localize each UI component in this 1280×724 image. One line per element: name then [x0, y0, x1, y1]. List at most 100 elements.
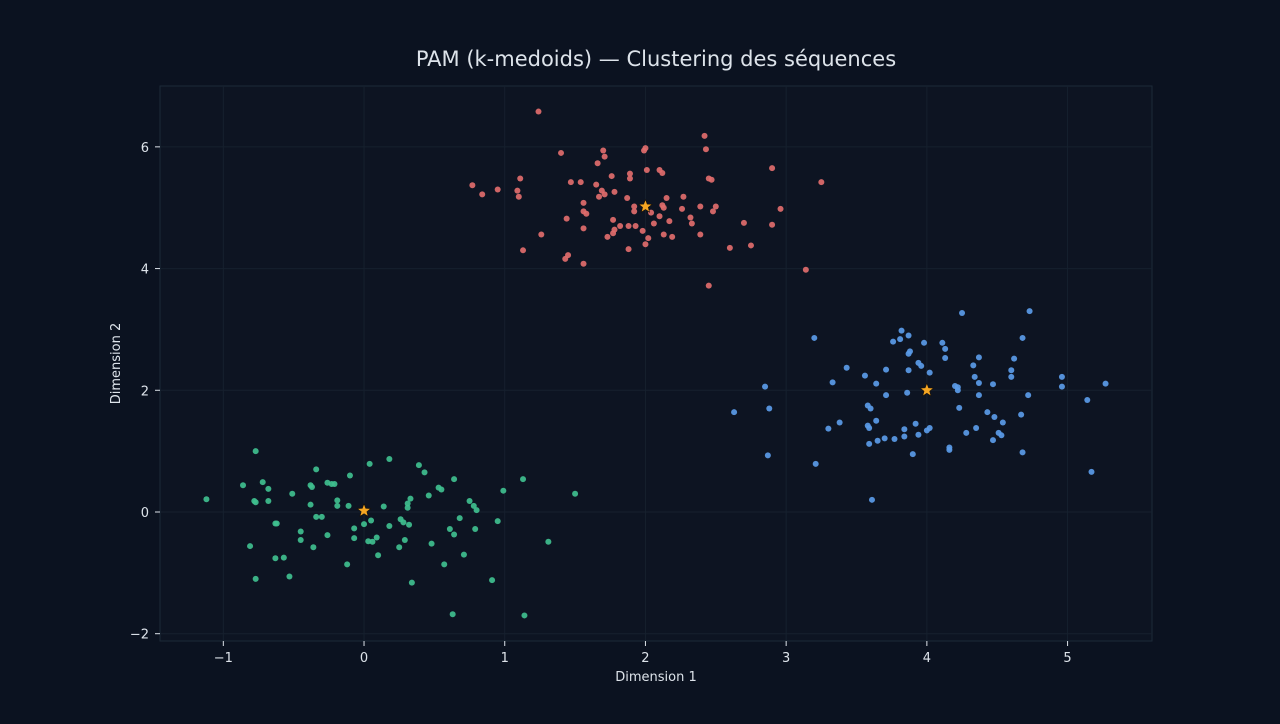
data-point — [679, 205, 686, 212]
data-point — [712, 203, 719, 210]
y-tick-label: 4 — [141, 263, 149, 278]
data-point — [580, 260, 587, 267]
data-point — [643, 166, 650, 173]
data-point — [1025, 392, 1032, 399]
data-point — [812, 460, 819, 467]
data-point — [818, 179, 825, 186]
data-point — [272, 555, 279, 562]
data-point — [660, 231, 667, 238]
data-point — [441, 561, 448, 568]
medoid-star — [637, 198, 653, 213]
data-point — [975, 392, 982, 399]
data-point — [456, 515, 463, 522]
y-tick-label: −2 — [130, 628, 149, 643]
data-point — [577, 179, 584, 186]
data-point — [942, 345, 949, 352]
y-tick-label: 0 — [141, 506, 149, 521]
data-point — [890, 338, 897, 345]
data-point — [611, 188, 618, 195]
data-point — [1058, 373, 1065, 380]
data-point — [324, 532, 331, 539]
data-point — [406, 521, 413, 528]
medoid-star — [356, 502, 372, 518]
data-point — [563, 215, 570, 222]
data-point — [866, 425, 873, 432]
data-point — [252, 499, 259, 506]
data-point — [489, 577, 496, 584]
data-point — [688, 220, 695, 227]
data-point — [867, 405, 874, 412]
data-point — [989, 381, 996, 388]
data-point — [331, 480, 338, 487]
data-point — [472, 526, 479, 533]
data-point — [1088, 468, 1095, 475]
data-point — [297, 528, 304, 535]
data-point — [610, 216, 617, 223]
data-point — [769, 221, 776, 228]
data-point — [617, 222, 624, 229]
data-point — [912, 420, 919, 427]
data-point — [252, 448, 259, 455]
data-point — [926, 369, 933, 376]
x-tick-label: 1 — [501, 651, 509, 666]
data-point — [984, 409, 991, 416]
x-tick-label: 2 — [641, 651, 649, 666]
data-point — [318, 513, 325, 520]
data-point — [921, 339, 928, 346]
data-point — [558, 149, 565, 156]
data-point — [639, 227, 646, 234]
data-point — [451, 531, 458, 538]
data-point — [404, 504, 411, 511]
x-tick-label: 4 — [923, 651, 931, 666]
data-point — [313, 466, 320, 473]
data-point — [897, 336, 904, 343]
data-point — [521, 612, 528, 619]
data-point — [593, 181, 600, 188]
data-point — [909, 451, 916, 458]
data-point — [731, 409, 738, 416]
data-point — [918, 362, 925, 369]
data-point — [631, 203, 638, 210]
data-point — [883, 392, 890, 399]
data-point — [973, 425, 980, 432]
data-point — [881, 435, 888, 442]
data-point — [247, 543, 254, 550]
data-point — [959, 309, 966, 316]
data-point — [351, 525, 358, 532]
x-tick-label: 0 — [360, 651, 368, 666]
data-point — [861, 372, 868, 379]
data-point — [401, 536, 408, 543]
medoid-markers — [356, 198, 935, 518]
data-point — [631, 208, 638, 215]
data-point — [421, 469, 428, 476]
data-point — [428, 540, 435, 547]
data-point — [901, 433, 908, 440]
data-point — [308, 484, 315, 491]
data-point — [697, 203, 704, 210]
data-point — [601, 191, 608, 198]
data-point — [702, 146, 709, 153]
data-point — [901, 426, 908, 433]
data-point — [656, 213, 663, 220]
data-point — [265, 498, 272, 505]
y-tick-label: 2 — [141, 384, 149, 399]
data-point — [438, 486, 445, 493]
data-point — [829, 379, 836, 386]
data-point — [769, 165, 776, 172]
data-point — [297, 536, 304, 543]
data-point — [956, 404, 963, 411]
data-point — [904, 389, 911, 396]
data-point — [1026, 308, 1033, 315]
y-tick-label: 6 — [141, 141, 149, 156]
data-point — [650, 220, 657, 227]
data-point — [906, 348, 913, 355]
data-point — [469, 182, 476, 189]
data-point — [625, 246, 632, 253]
data-point — [1008, 367, 1015, 374]
data-point — [891, 435, 898, 442]
data-point — [663, 194, 670, 201]
data-point — [991, 414, 998, 421]
data-point — [203, 496, 210, 503]
data-point — [939, 339, 946, 346]
